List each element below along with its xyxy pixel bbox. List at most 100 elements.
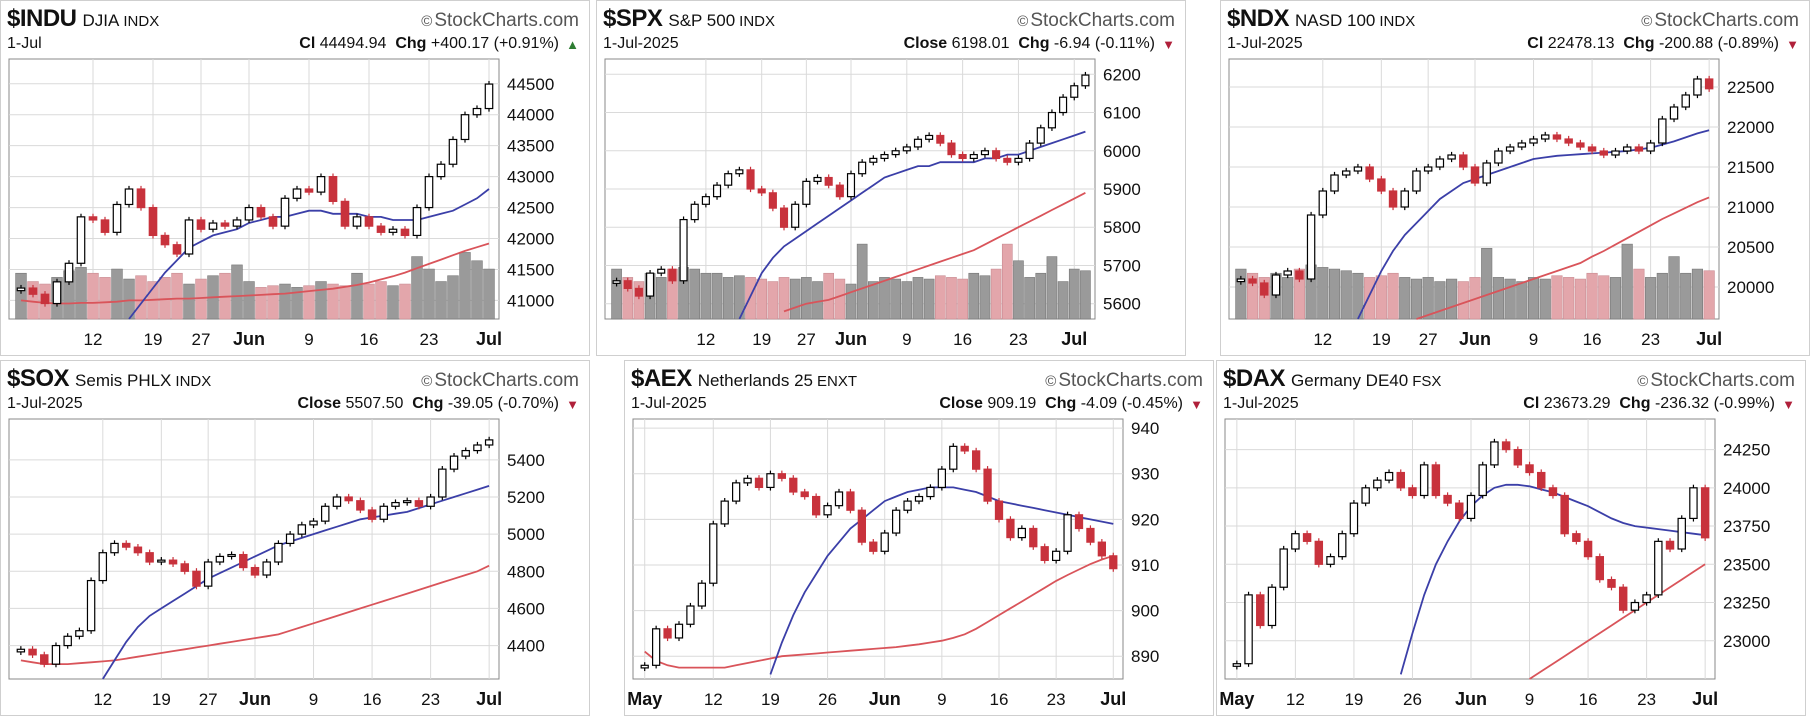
x-tick-label: 23 — [1641, 330, 1660, 349]
brand-link[interactable]: © StockCharts.com — [421, 370, 579, 392]
triangle-down-icon: ▼ — [1162, 37, 1175, 52]
candle-body — [640, 664, 649, 669]
sma-short-line — [102, 485, 490, 680]
candle-body — [1669, 106, 1679, 120]
candle-body — [160, 234, 170, 246]
quote-line: 1-Jul Cl 44494.94 Chg +400.17 (+0.91%) ▲ — [7, 35, 579, 55]
exchange: FSX — [1412, 373, 1442, 390]
candle-body — [262, 561, 271, 576]
close-value: 23673.29 — [1543, 395, 1611, 412]
candle-body — [1017, 527, 1027, 539]
copyright-icon: © — [1641, 13, 1653, 30]
volume-bar — [845, 283, 857, 320]
candle-body — [232, 219, 242, 227]
volume-bar — [1703, 270, 1715, 320]
candle-body — [743, 477, 752, 484]
volume-bar — [1539, 278, 1551, 320]
x-tick-label: 9 — [1525, 690, 1534, 709]
x-tick-label: 12 — [704, 690, 723, 709]
candle-body — [376, 225, 386, 233]
candle-body — [192, 570, 201, 587]
volume-bar — [327, 283, 339, 320]
brand-link[interactable]: © StockCharts.com — [1637, 370, 1795, 392]
candle-body — [1529, 138, 1538, 144]
sma-long-line — [783, 192, 1086, 313]
brand-link[interactable]: © StockCharts.com — [1017, 10, 1175, 32]
candle-body — [925, 134, 934, 140]
volume-bar — [823, 272, 834, 320]
volume-bar — [946, 277, 957, 320]
change-value: -236.32 (-0.99%) — [1654, 395, 1775, 412]
y-tick-label: 6000 — [1103, 142, 1141, 161]
candle-body — [746, 169, 755, 190]
candle-body — [227, 553, 236, 558]
candle-body — [1302, 533, 1312, 542]
candle-body — [316, 176, 326, 193]
candle-body — [424, 176, 434, 209]
triangle-down-icon: ▼ — [1782, 397, 1795, 412]
x-tick-label: Jul — [476, 329, 502, 349]
candle-body — [148, 206, 158, 237]
y-tick-label: 44500 — [507, 75, 554, 94]
candle-body — [712, 184, 722, 198]
triangle-down-icon: ▼ — [1190, 397, 1203, 412]
chart-header: $NDX NASD 100 INDX © StockCharts.com — [1227, 5, 1799, 32]
change-label: Chg — [1619, 395, 1651, 412]
candle-body — [449, 455, 459, 470]
volume-bar — [1563, 277, 1575, 320]
candle-body — [16, 648, 26, 653]
x-tick-label: Jun — [239, 689, 271, 709]
volume-bar — [1282, 277, 1294, 320]
candle-body — [1634, 146, 1644, 152]
candle-body — [1074, 514, 1084, 530]
candle-body — [86, 579, 96, 632]
volume-bar — [633, 281, 645, 320]
candle-body — [1014, 157, 1023, 163]
y-tick-label: 930 — [1131, 465, 1159, 484]
x-tick-label: May — [627, 689, 662, 709]
brand-link[interactable]: © StockCharts.com — [1641, 10, 1799, 32]
candle-body — [1541, 134, 1550, 140]
brand-link[interactable]: © StockCharts.com — [1045, 370, 1203, 392]
change-label: Chg — [1623, 35, 1655, 52]
y-tick-label: 920 — [1131, 510, 1159, 529]
quote-line: 1-Jul-2025 Cl 23673.29 Chg -236.32 (-0.99… — [1223, 395, 1795, 415]
brand-link[interactable]: © StockCharts.com — [421, 10, 579, 32]
candle-body — [1548, 487, 1558, 497]
volume-bar — [1399, 277, 1411, 320]
chart-panel-indu: $INDU DJIA INDX © StockCharts.com 1-Jul Cl 444… — [0, 0, 590, 356]
y-tick-label: 4800 — [507, 562, 545, 581]
volume-bar — [411, 256, 423, 320]
candle-body — [652, 628, 661, 666]
symbol: $INDU — [7, 5, 77, 32]
volume-bar — [1492, 277, 1504, 320]
x-tick-label: Jun — [233, 329, 265, 349]
x-tick-label: 16 — [360, 330, 379, 349]
candle-body — [813, 176, 822, 182]
candle-body — [280, 197, 290, 227]
candle-body — [100, 219, 110, 233]
candle-body — [414, 500, 424, 507]
close-label: Close — [297, 395, 342, 412]
candle-body — [364, 216, 374, 227]
candle-body — [168, 559, 178, 565]
candle-body — [356, 500, 365, 511]
candle-body — [983, 468, 992, 502]
volume-bar — [1035, 272, 1047, 320]
candle-body — [332, 496, 342, 507]
x-tick-label: 23 — [1637, 690, 1656, 709]
candle-body — [388, 228, 398, 233]
volume-bar — [1680, 272, 1692, 320]
x-tick-label: 26 — [818, 690, 837, 709]
sma-long-line — [644, 554, 1114, 669]
candle-body — [1052, 550, 1061, 562]
volume-bar — [689, 268, 701, 320]
candle-body — [1232, 663, 1242, 667]
sma-long-line — [20, 564, 490, 665]
close-value: 44494.94 — [319, 35, 387, 52]
x-tick-label: 12 — [84, 330, 103, 349]
price-chart: 890 900 910 920 930 940 May 12 19 26 Jun 9 16 23 Jul — [627, 418, 1159, 709]
brand-label: StockCharts.com — [1650, 370, 1795, 391]
candle-body — [1086, 527, 1095, 543]
volume-bar — [834, 278, 846, 320]
